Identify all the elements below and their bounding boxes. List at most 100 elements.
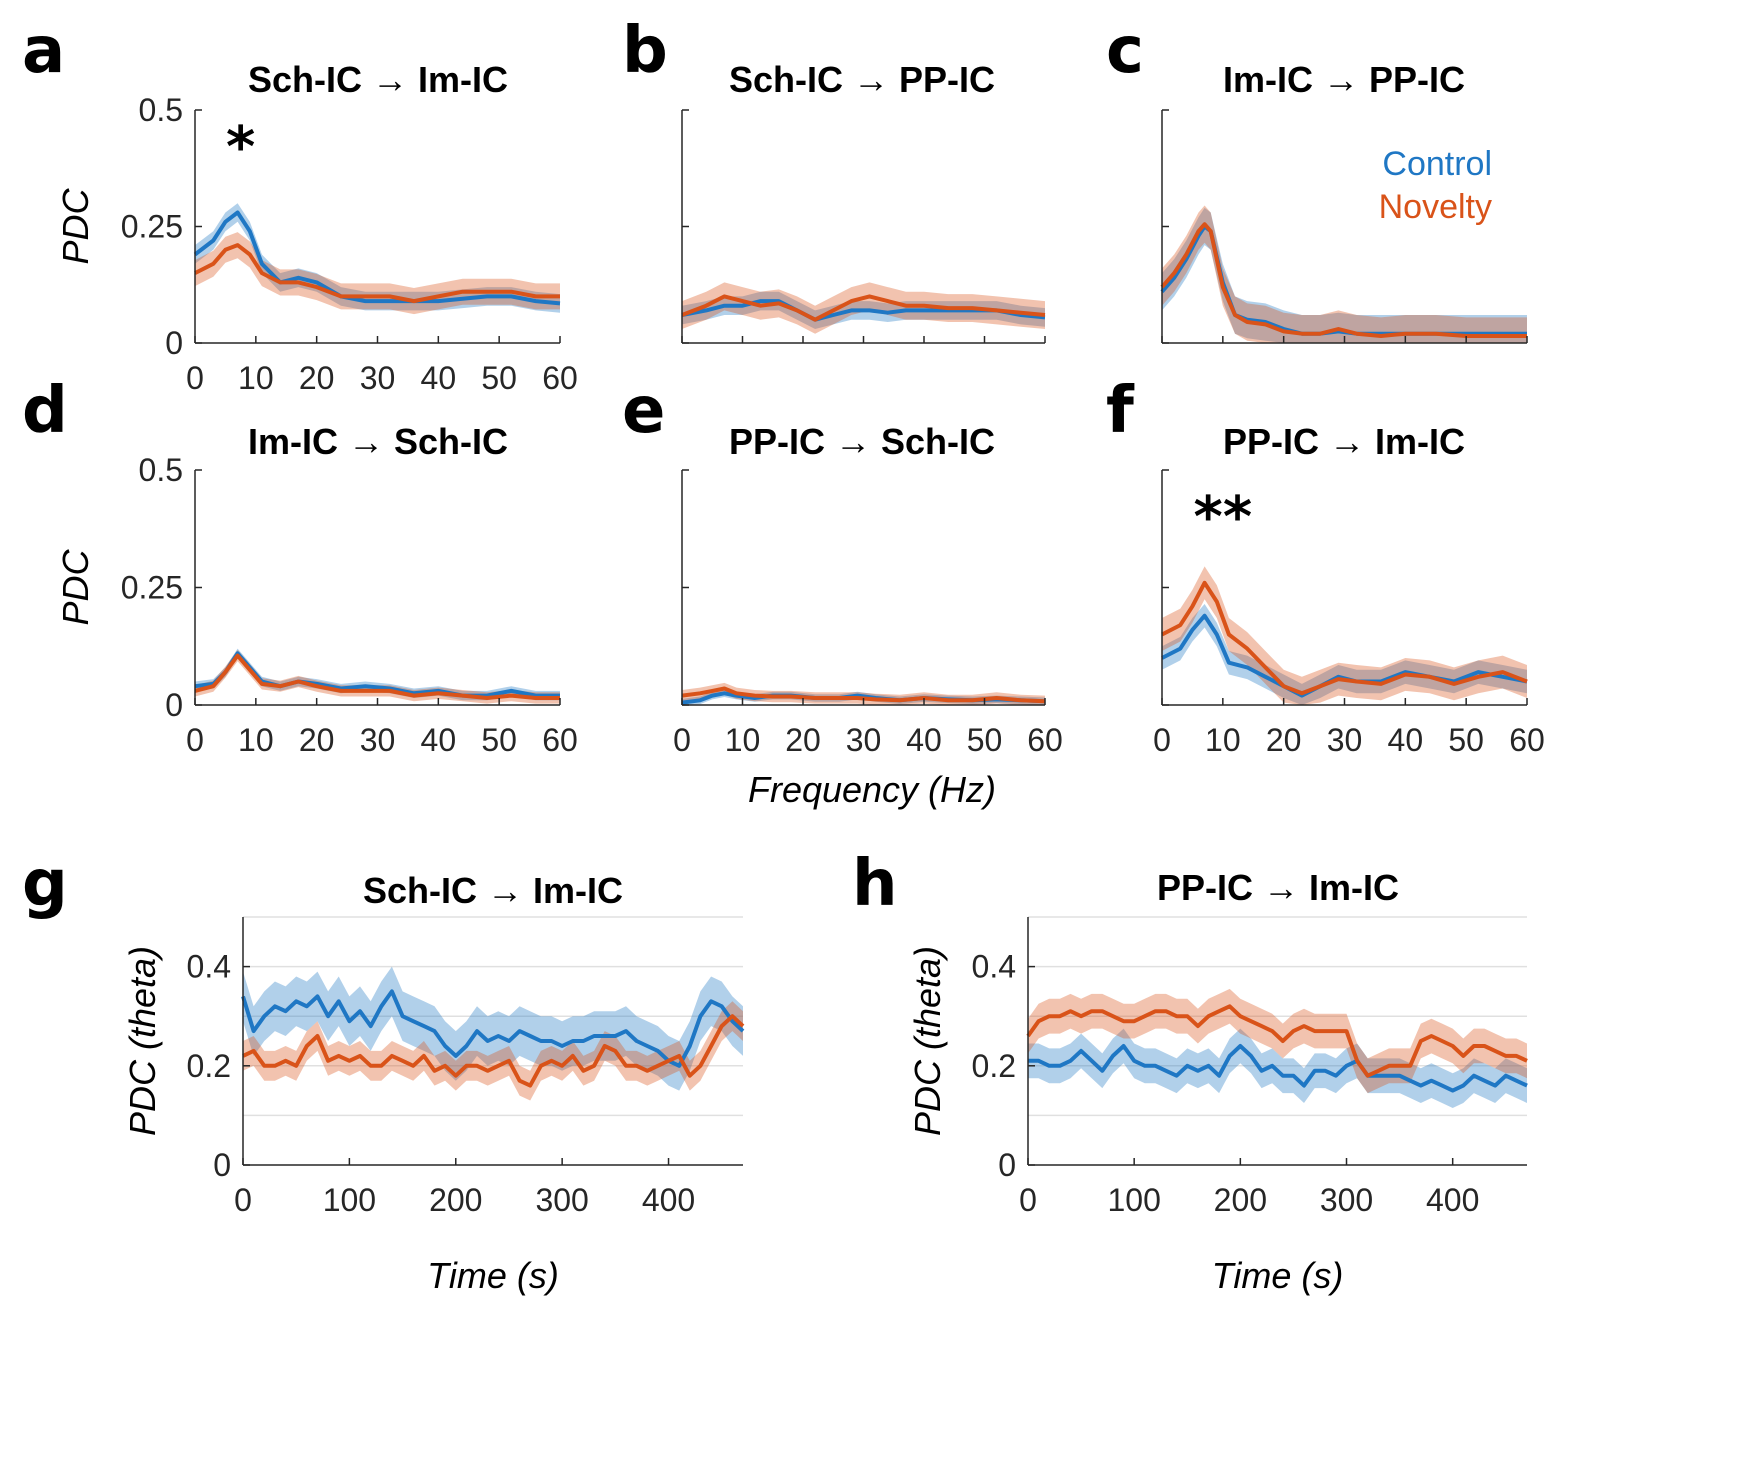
x-tick-label: 0 xyxy=(673,722,691,758)
title-source: Sch-IC xyxy=(248,59,362,100)
title-source: Im-IC xyxy=(1223,59,1313,100)
x-tick-label: 100 xyxy=(323,1182,376,1218)
legend-novelty: Novelty xyxy=(1379,188,1492,226)
panel-title: PP-IC → Im-IC xyxy=(1223,421,1465,462)
panel-title: Im-IC → PP-IC xyxy=(1223,59,1465,100)
series-line-control xyxy=(241,989,745,1068)
y-tick-label: 0 xyxy=(165,687,183,723)
series-line-novelty xyxy=(681,686,1046,704)
x-tick-label: 0 xyxy=(186,722,204,758)
title-source: PP-IC xyxy=(1223,421,1319,462)
x-tick-label: 50 xyxy=(1448,722,1484,758)
x-tick-label: 10 xyxy=(238,722,274,758)
x-tick-label: 20 xyxy=(299,722,335,758)
x-tick-label: 30 xyxy=(360,360,396,396)
series-line-control xyxy=(194,651,560,698)
significance-marker: ** xyxy=(1194,485,1253,550)
panel-title: Sch-IC → Im-IC xyxy=(248,59,508,100)
x-tick-label: 0 xyxy=(1019,1182,1037,1218)
panel-g: 0 100 200 300 400 0 0.2 0.4 g Sch-IC → Im-IC PDC (th… xyxy=(22,847,745,1296)
x-axis-label: Time (s) xyxy=(1212,1255,1344,1296)
x-tick-label: 10 xyxy=(1205,722,1241,758)
title-arrow: → xyxy=(1263,867,1299,908)
panel-b: b Sch-IC → PP-IC xyxy=(622,14,1046,344)
y-tick-label: 0.2 xyxy=(972,1048,1016,1084)
x-tick-label: 30 xyxy=(360,722,396,758)
x-tick-label: 60 xyxy=(542,360,578,396)
x-tick-label: 50 xyxy=(967,722,1003,758)
title-arrow: → xyxy=(487,870,523,911)
y-tick-label: 0 xyxy=(165,325,183,361)
panel-title: Sch-IC → PP-IC xyxy=(729,59,995,100)
series-line-novelty xyxy=(242,1014,745,1088)
x-tick-label: 0 xyxy=(234,1182,252,1218)
x-tick-label: 200 xyxy=(1214,1182,1267,1218)
y-tick-label: 0.25 xyxy=(121,570,183,606)
x-tick-label: 100 xyxy=(1107,1182,1160,1218)
x-tick-label: 0 xyxy=(1153,722,1171,758)
series-line-novelty xyxy=(1160,222,1527,338)
error-band-control xyxy=(195,648,560,701)
panel-a: 0 10 20 30 40 50 60 0 0.25 0.5 a Sch-IC → Im-IC PDC * xyxy=(22,14,578,396)
x-tick-label: 60 xyxy=(542,722,578,758)
panel-label: b xyxy=(622,14,668,88)
title-arrow: → xyxy=(835,421,871,462)
panel-e: 0 10 20 30 40 50 60 e PP-IC → Sch-IC xyxy=(622,374,1063,758)
title-source: Im-IC xyxy=(248,421,338,462)
x-tick-label: 60 xyxy=(1027,722,1063,758)
y-tick-label: 0.5 xyxy=(139,452,183,488)
error-band-control xyxy=(243,966,743,1091)
significance-marker: * xyxy=(226,115,255,180)
title-target: Im-IC xyxy=(418,59,508,100)
series-line-control xyxy=(681,299,1046,322)
frequency-axis-label: Frequency (Hz) xyxy=(748,769,996,810)
x-tick-label: 10 xyxy=(725,722,761,758)
panel-label: g xyxy=(22,847,68,921)
title-target: Sch-IC xyxy=(394,421,508,462)
error-band-novelty xyxy=(1162,205,1527,343)
panel-label: f xyxy=(1106,374,1135,448)
x-axis-label: Time (s) xyxy=(427,1255,559,1296)
series-line-novelty xyxy=(681,294,1046,322)
panel-f: 0 10 20 30 40 50 60 f PP-IC → Im-IC ** xyxy=(1106,374,1545,758)
title-source: Sch-IC xyxy=(363,870,477,911)
x-tick-label: 40 xyxy=(421,360,457,396)
y-tick-label: 0 xyxy=(998,1147,1016,1183)
error-band-novelty xyxy=(682,282,1045,334)
series-line-novelty xyxy=(194,653,560,700)
x-tick-label: 200 xyxy=(429,1182,482,1218)
title-target: PP-IC xyxy=(899,59,995,100)
panel-label: a xyxy=(22,14,65,88)
y-axis-label: PDC (theta) xyxy=(122,946,163,1136)
x-tick-label: 30 xyxy=(1327,722,1363,758)
y-tick-label: 0.25 xyxy=(121,209,183,245)
y-axis-label: PDC xyxy=(55,548,96,625)
title-target: Sch-IC xyxy=(881,421,995,462)
y-axis-label: PDC (theta) xyxy=(907,946,948,1136)
x-tick-label: 0 xyxy=(186,360,204,396)
error-band-control xyxy=(195,203,560,313)
panel-d: 0 10 20 30 40 50 60 0 0.25 0.5 d Im-IC → Sch-IC PDC xyxy=(22,374,578,758)
x-tick-label: 30 xyxy=(846,722,882,758)
x-tick-label: 50 xyxy=(481,360,517,396)
x-tick-label: 400 xyxy=(642,1182,695,1218)
legend-control: Control xyxy=(1382,145,1492,183)
x-tick-label: 40 xyxy=(421,722,457,758)
x-tick-label: 20 xyxy=(785,722,821,758)
x-tick-label: 60 xyxy=(1509,722,1545,758)
panel-c: c Im-IC → PP-IC Control Novelty xyxy=(1106,14,1528,344)
panel-label: e xyxy=(622,374,665,448)
series-line-novelty xyxy=(194,243,560,304)
panel-title: Sch-IC → Im-IC xyxy=(363,870,623,911)
title-source: Sch-IC xyxy=(729,59,843,100)
series-line-novelty xyxy=(1161,580,1528,696)
title-target: Im-IC xyxy=(1375,421,1465,462)
y-axis-label: PDC xyxy=(55,187,96,264)
x-tick-label: 40 xyxy=(1388,722,1424,758)
title-source: PP-IC xyxy=(1157,867,1253,908)
error-band-novelty xyxy=(243,1001,743,1101)
x-tick-label: 400 xyxy=(1426,1182,1479,1218)
x-tick-label: 300 xyxy=(535,1182,588,1218)
y-tick-label: 0.4 xyxy=(187,949,231,985)
title-arrow: → xyxy=(1329,421,1365,462)
